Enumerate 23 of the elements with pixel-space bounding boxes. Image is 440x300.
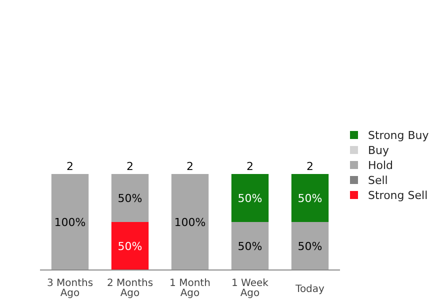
annotation: 2 [66,160,74,173]
annotation: 2 [306,160,314,173]
data-label: 50% [298,192,322,205]
legend-label: Strong Sell [368,189,428,202]
annotation: 2 [126,160,134,173]
legend-label: Sell [368,174,388,187]
data-label: 50% [298,240,322,253]
data-label: 100% [174,216,206,229]
legend-label: Buy [368,144,390,157]
data-label: 50% [238,192,262,205]
annotation: 2 [186,160,194,173]
x-tick-label: Today [294,284,325,295]
legend-label: Hold [368,159,394,172]
legend-label: Strong Buy [368,129,430,142]
x-tick-label: 1 Week Ago [232,278,269,299]
data-label: 50% [118,240,142,253]
data-label: 100% [54,216,86,229]
data-label: 50% [118,192,142,205]
x-tick-label: 2 Months Ago [106,278,154,299]
x-tick-label: 1 Month Ago [170,278,210,299]
data-label: 50% [238,240,262,253]
annotation: 2 [246,160,254,173]
x-tick-label: 3 Months Ago [46,278,94,299]
